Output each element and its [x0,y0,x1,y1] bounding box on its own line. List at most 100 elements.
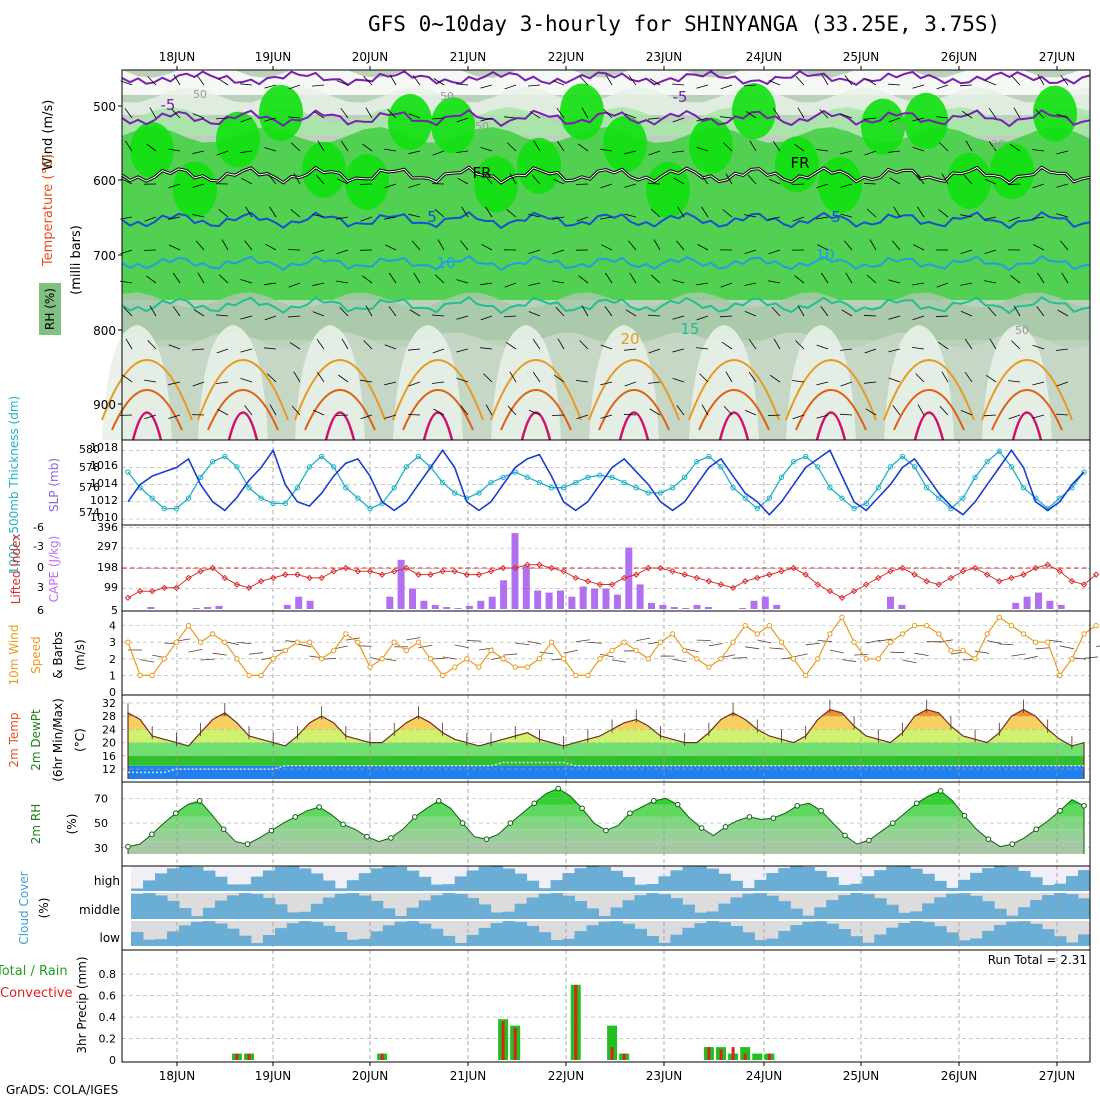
precip-tick-label: 0.2 [99,1033,117,1046]
wind-speed-point [681,647,688,654]
wind-barb [146,275,157,284]
wind-speed-point [960,647,966,654]
precip-convective-bar [622,1053,626,1060]
rh-point [1081,802,1087,809]
wind-barb [268,174,277,185]
precip-label-3: 3hr Precip (mm) [75,956,89,1053]
lifted-index-point [826,587,834,595]
thickness-point [996,448,1002,454]
wind-barb [387,109,397,119]
wind-barb [912,146,925,152]
isotherm-label: FR [790,154,809,172]
wind-barb [312,282,325,287]
wind-barb [767,414,781,417]
thickness-point [730,485,736,491]
wind-barb [600,344,613,350]
rh-high-blob [173,161,217,218]
wind-barb [533,140,541,152]
wind-barb [964,371,973,383]
cloud-cover-bar [922,873,935,891]
thickness-point [694,458,700,465]
wind-barb [845,272,853,284]
wind-barb [312,311,325,317]
wind-barb [887,83,901,86]
cloud-cover-bar [946,932,959,946]
cloud-cover-bar [214,876,228,891]
thickness-tick-label: 580 [79,443,100,456]
wind-barb [984,178,997,185]
lifted-index-point [620,574,628,582]
cloud-cover-bar [442,935,456,946]
surface-wind-barb [769,647,784,650]
wind-barb [747,174,757,185]
wind-barb [720,282,733,288]
lifted-index-point [959,568,967,575]
cloud-cover-bar [418,900,432,919]
cape-tick-label: 297 [97,540,118,553]
wind-speed-point [1069,656,1075,662]
wind-barb [240,378,253,383]
cloud-cover-bar [658,942,671,946]
cloud-cover-bar [478,927,492,946]
date-label-top: 19JUN [255,50,292,64]
surface-wind-barb [248,652,264,655]
cloud-cover-bar [682,927,695,946]
wind-label-3: & Barbs [51,631,65,679]
slp-tick-label: 1012 [90,494,118,507]
thickness-point [452,490,458,496]
wind-barb [912,347,925,350]
wind-barb [196,74,205,86]
wind-barb [456,315,469,320]
date-label-top: 21JUN [450,50,487,64]
wind-speed-point [972,656,978,662]
date-label-top: 25JUN [843,50,880,64]
cape-bar [420,600,428,609]
wind-barb [434,274,445,284]
lifted-index-point [923,578,930,585]
precip-convective-bar [247,1053,251,1060]
wind-barb [192,183,205,188]
surface-wind-barb [999,643,1014,646]
isotherm-label: -5 [673,88,688,106]
date-label-bottom: 22JUN [548,1069,585,1083]
rh-point [770,815,777,821]
wind-barb [341,338,349,350]
rh-contour-label: 30 [991,138,1005,151]
cape-bar [283,604,291,609]
thickness-point [815,464,821,470]
isotherm-25-arch [991,389,1063,431]
wind-barb [604,306,613,317]
wind-speed-point [173,639,180,645]
cloud-cover-bar [370,931,384,946]
lifted-index-point [850,587,858,595]
wind-barb [339,307,349,317]
wind-tick-label: 1 [109,669,116,682]
lifted-index-point [197,568,204,575]
cloud-cover-bar [970,938,983,946]
cloud-cover-bar [286,866,300,891]
rh-point [746,814,753,820]
wind-barb [773,338,781,350]
wind-speed-point [403,647,410,654]
wind-barb [581,305,589,317]
thickness-point [863,500,869,507]
wind-barb [720,116,733,119]
wind-barb [768,178,781,185]
lifted-index-point [717,581,725,588]
cloud-cover-bar [958,893,971,919]
wind-barb [432,381,445,384]
wind-barb [265,243,277,251]
thickness-point [246,485,252,491]
wind-barb [551,414,565,416]
wind-barb [624,348,637,351]
date-label-top: 27JUN [1039,50,1076,64]
cloud-cover-bar [598,867,611,891]
wind-barb [1011,340,1021,350]
wind-barb [460,240,469,251]
wind-barb [336,280,349,284]
wind-speed-point [246,672,252,679]
wind-barb [552,216,565,220]
cape-bar [670,607,678,609]
cloud-cover-bar [202,921,216,946]
wind-axis-label: Wind (m/s) [41,100,56,171]
